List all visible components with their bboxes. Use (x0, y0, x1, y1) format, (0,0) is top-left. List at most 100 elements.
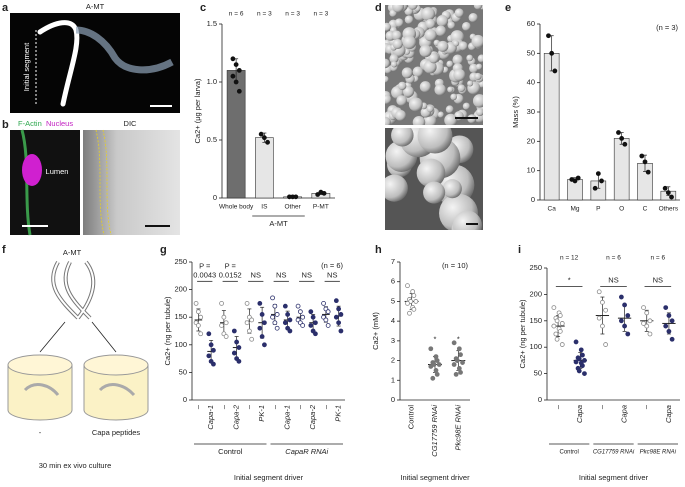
x-tick-label: Capa (664, 405, 673, 423)
y-tick-label: 200 (174, 285, 187, 294)
dish (7, 354, 73, 421)
annotation: 0.0043 (193, 270, 216, 279)
data-point (451, 362, 457, 367)
data-point (554, 318, 560, 324)
data-point (599, 178, 604, 184)
x-tick-label: Capa-2 (232, 404, 241, 429)
data-point (308, 323, 314, 328)
panel-letter: b (2, 119, 9, 131)
sphere (392, 39, 403, 50)
n-label: n = 6 (651, 255, 666, 262)
data-point (336, 306, 342, 312)
data-point (308, 309, 314, 315)
sphere (395, 109, 407, 121)
sphere (475, 63, 483, 70)
sphere (452, 210, 482, 230)
dish (83, 354, 149, 421)
y-tick-label: 1.0 (207, 77, 217, 86)
group-label: CapaR RNAi (285, 447, 328, 456)
sphere (442, 179, 462, 199)
data-point (249, 317, 255, 323)
sphere (452, 54, 463, 65)
sphere (404, 15, 414, 24)
data-point (575, 175, 581, 181)
sphere (416, 158, 446, 188)
n-label: (n = 10) (442, 261, 469, 270)
data-point (618, 294, 624, 300)
data-point (325, 309, 331, 315)
data-point (551, 305, 557, 311)
sphere (475, 108, 483, 117)
sphere (385, 94, 392, 105)
sphere (426, 105, 434, 113)
data-point (622, 302, 627, 308)
x-tick-label: P (596, 206, 600, 213)
data-point (236, 358, 242, 364)
group-label: Control (218, 447, 243, 456)
annotation: NS (276, 270, 286, 279)
tubule (51, 260, 96, 320)
data-point (262, 342, 267, 348)
data-point (223, 334, 229, 339)
sphere (447, 21, 456, 30)
data-point (622, 323, 627, 329)
channel-label: DIC (124, 119, 138, 128)
data-point (453, 371, 459, 377)
y-tick-label: 2 (391, 356, 395, 365)
spheres (385, 128, 482, 230)
sphere (385, 116, 391, 125)
y-tick-label: 250 (529, 263, 542, 272)
data-point (338, 328, 344, 334)
data-point (433, 354, 439, 360)
data-point (642, 159, 648, 165)
sphere (419, 81, 431, 93)
data-point (244, 320, 250, 326)
image-label: Lumen (46, 167, 69, 176)
data-point (321, 190, 327, 196)
x-tick-label: O (619, 206, 624, 213)
data-point (573, 339, 579, 345)
data-point (669, 336, 675, 342)
y-tick-label: 200 (529, 289, 542, 298)
data-point (665, 190, 671, 196)
data-point (236, 88, 242, 94)
panel-letter: c (200, 2, 206, 14)
y-axis-label: Mass (%) (511, 96, 520, 128)
x-tick-label: Capa-1 (283, 405, 292, 430)
x-tick-label: – (244, 404, 253, 409)
data-point (546, 33, 551, 39)
data-point (236, 68, 242, 73)
data-point (573, 359, 579, 365)
data-point (603, 342, 609, 347)
data-point (572, 178, 578, 184)
data-point (244, 300, 250, 306)
data-point (580, 363, 585, 369)
data-point (669, 318, 675, 324)
sphere (462, 102, 470, 110)
sphere (385, 58, 390, 69)
panel-letter: g (160, 244, 167, 256)
data-point (198, 314, 204, 320)
data-point (410, 289, 416, 294)
data-point (549, 50, 555, 56)
sphere (425, 18, 436, 29)
sphere (424, 29, 437, 42)
data-point (557, 313, 563, 318)
data-point (198, 331, 204, 337)
sphere (391, 128, 414, 147)
y-tick-label: 3 (391, 336, 395, 345)
annotation: NS (327, 270, 337, 279)
data-point (433, 368, 439, 373)
data-point (430, 375, 436, 381)
y-tick-label: 40 (527, 78, 535, 87)
data-point (559, 321, 565, 326)
micrograph (83, 130, 180, 235)
x-tick-label: CG17759 RNAi (430, 405, 439, 457)
data-point (206, 353, 212, 359)
x-tick-label: P-MT (313, 204, 329, 211)
sphere (454, 8, 464, 18)
data-point (193, 300, 199, 306)
y-tick-label: 0 (538, 395, 542, 404)
data-point (559, 342, 565, 347)
sphere (385, 22, 391, 32)
